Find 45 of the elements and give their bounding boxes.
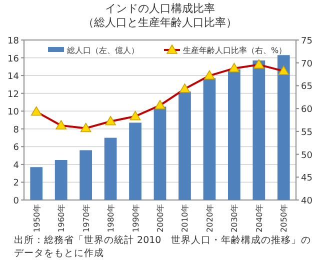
y-tick-label: 6 xyxy=(13,143,20,154)
x-tick-label: 2040年 xyxy=(254,204,264,232)
y-tick-label: 12 xyxy=(8,90,19,100)
x-tick-label: 1960年 xyxy=(57,204,66,232)
bar xyxy=(228,69,240,200)
chart-title: インドの人口構成比率 xyxy=(104,2,216,16)
y2-tick-label: 70 xyxy=(301,59,313,70)
x-tick-label: 2030年 xyxy=(230,204,240,232)
y2-tick-label: 40 xyxy=(301,196,313,206)
y2-tick-label: 65 xyxy=(301,82,312,92)
y-tick-label: 8 xyxy=(13,125,20,136)
y-tick-label: 16 xyxy=(8,54,20,64)
y-tick-label: 4 xyxy=(13,160,20,171)
y2-tick-label: 50 xyxy=(301,150,313,161)
y2-tick-label: 45 xyxy=(301,174,312,184)
legend-label: 生産年齢人口比率（右、%） xyxy=(183,46,287,55)
chart-subtitle: （総人口と生産年齢人口比率） xyxy=(82,16,238,30)
y-tick-label: 10 xyxy=(8,108,20,118)
bar xyxy=(54,160,68,200)
bar xyxy=(30,167,43,200)
y-tick-label: 2 xyxy=(13,178,19,189)
y-tick-label: 0 xyxy=(13,196,20,206)
y2-tick-label: 55 xyxy=(301,128,312,138)
x-tick-label: 2050年 xyxy=(280,204,289,232)
y-tick-label: 18 xyxy=(8,36,20,46)
y2-tick-label: 60 xyxy=(301,105,313,116)
x-tick-label: 2010年 xyxy=(180,204,190,232)
bar xyxy=(80,150,92,200)
x-tick-label: 2020年 xyxy=(205,204,214,232)
x-tick-label: 1970年 xyxy=(82,204,91,232)
legend-label: 総人口（左、億人） xyxy=(66,46,139,55)
x-tick-label: 1980年 xyxy=(106,204,116,232)
x-tick-label: 2000年 xyxy=(156,204,165,232)
bar xyxy=(154,106,166,200)
bar xyxy=(252,60,266,200)
x-tick-label: 1990年 xyxy=(131,204,140,232)
bar xyxy=(104,138,117,200)
bar xyxy=(203,78,216,200)
y2-tick-label: 75 xyxy=(301,36,312,46)
bar xyxy=(129,122,142,200)
x-tick-label: 1950年 xyxy=(32,204,42,232)
text: 出所：総務省「世界の統計 2010 世界人口・年齢構成の推移」のデータをもとに作成 xyxy=(14,234,312,260)
bar xyxy=(277,55,290,200)
y-tick-label: 14 xyxy=(8,72,20,82)
bar xyxy=(178,92,191,200)
